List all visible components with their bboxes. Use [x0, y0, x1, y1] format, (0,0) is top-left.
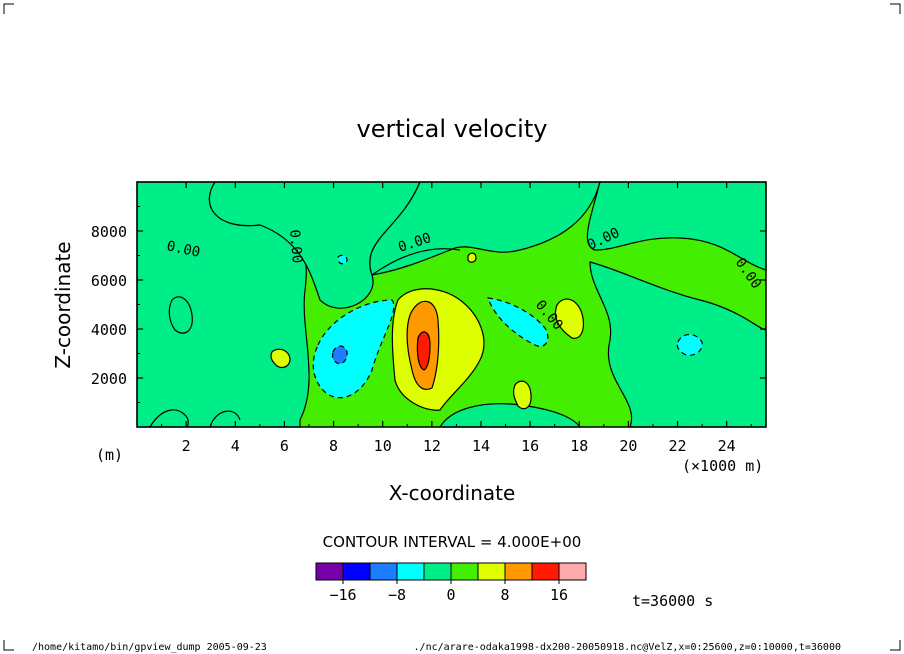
- x-tick-label: 8: [329, 437, 338, 455]
- positive-right: [554, 298, 585, 339]
- colorbar-label: 8: [500, 586, 509, 604]
- x-axis: 2 4 6 8 10 12 14 16 18 20 22 24: [161, 182, 752, 455]
- colorbar-label: −8: [388, 586, 406, 604]
- colorbar-swatch: [396, 562, 425, 581]
- y-tick-label: 2000: [91, 370, 127, 388]
- colorbar-swatch: [423, 562, 452, 581]
- colorbar-swatch: [504, 562, 533, 581]
- colorbar-swatch: [531, 562, 560, 581]
- zero-contours: [149, 248, 461, 428]
- plot-area: 0.00 0.00 0.00 0.00 0.00 0.00: [136, 181, 767, 428]
- contour-interval: CONTOUR INTERVAL = 4.000E+00: [323, 533, 582, 551]
- downdraft-left: [312, 299, 395, 399]
- time-label: t=36000 s: [632, 592, 713, 610]
- colorbar-label: 0: [446, 586, 455, 604]
- x-tick-label: 12: [423, 437, 441, 455]
- chart-title: vertical velocity: [357, 115, 548, 143]
- x-tick-label: 4: [231, 437, 240, 455]
- contour-label: 0.00: [286, 229, 305, 264]
- colorbar-label: −16: [329, 586, 356, 604]
- positive-left: [270, 348, 291, 369]
- y-unit-label: (m): [96, 446, 123, 464]
- y-tick-label: 4000: [91, 321, 127, 339]
- colorbar-label: 16: [550, 586, 568, 604]
- y-axis-title: Z-coordinate: [51, 241, 75, 368]
- colorbar-swatch: [315, 562, 344, 581]
- footer-left: /home/kitamo/bin/gpview_dump 2005-09-23: [32, 642, 267, 653]
- updraft-red: [416, 331, 431, 371]
- positive-lower-right: [512, 380, 532, 410]
- x-axis-title: X-coordinate: [389, 481, 516, 505]
- colorbar-swatch: [450, 562, 479, 581]
- y-axis: 2000 4000 6000 8000: [91, 206, 766, 403]
- colorbar: −16 −8 0 8 16: [315, 562, 587, 604]
- x-tick-label: 10: [374, 437, 392, 455]
- colorbar-swatch: [369, 562, 398, 581]
- colorbar-swatch: [342, 562, 371, 581]
- downdraft-right: [676, 333, 703, 356]
- downdraft-core: [331, 345, 348, 365]
- downdraft-speck: [337, 254, 348, 265]
- x-tick-label: 18: [570, 437, 588, 455]
- contour-label: 0.00: [165, 238, 201, 261]
- region-right: [586, 181, 767, 271]
- y-tick-label: 6000: [91, 272, 127, 290]
- y-tick-label: 8000: [91, 223, 127, 241]
- negative-regions: [312, 254, 703, 399]
- x-tick-label: 22: [669, 437, 687, 455]
- x-unit-label: (×1000 m): [682, 457, 763, 475]
- x-tick-label: 20: [619, 437, 637, 455]
- footer-right: ./nc/arare-odaka1998-dx200-20050918.nc@V…: [414, 642, 841, 653]
- x-tick-label: 2: [182, 437, 191, 455]
- downdraft-center-right: [487, 297, 549, 347]
- x-tick-label: 16: [521, 437, 539, 455]
- region-center-top: [369, 181, 601, 276]
- x-tick-label: 24: [718, 437, 736, 455]
- colorbar-swatch: [477, 562, 506, 581]
- x-tick-label: 14: [472, 437, 490, 455]
- positive-speck: [467, 252, 477, 263]
- x-tick-label: 6: [280, 437, 289, 455]
- colorbar-swatch: [558, 562, 587, 581]
- corner-marks: [3, 3, 901, 651]
- positive-regions: [270, 252, 585, 411]
